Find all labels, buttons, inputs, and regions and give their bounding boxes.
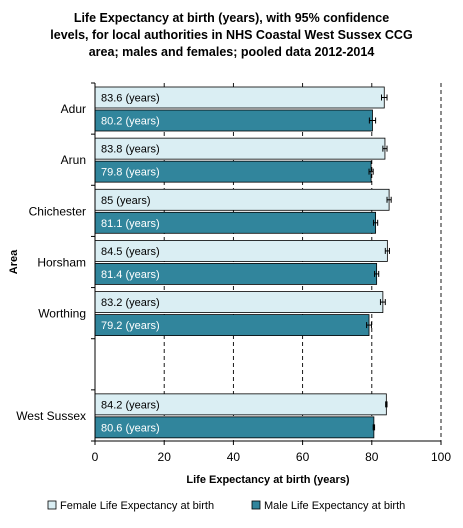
category-label: West Sussex xyxy=(16,409,86,423)
male-legend-label: Male Life Expectancy at birth xyxy=(264,500,405,512)
x-axis-label: Life Expectancy at birth (years) xyxy=(186,474,350,486)
female-data-label: 83.8 (years) xyxy=(101,144,160,156)
female-data-label: 83.6 (years) xyxy=(101,93,160,105)
male-legend-swatch xyxy=(251,500,261,510)
x-tick-label: 40 xyxy=(227,450,241,464)
female-legend-label: Female Life Expectancy at birth xyxy=(60,500,214,512)
category-label: Worthing xyxy=(38,307,86,321)
y-axis-label: Area xyxy=(8,249,20,274)
male-data-label: 79.8 (years) xyxy=(101,167,160,179)
chart-title: Life Expectancy at birth (years), with 9… xyxy=(50,11,413,59)
male-data-label: 81.1 (years) xyxy=(101,218,160,230)
category-label: Horsham xyxy=(37,255,86,269)
male-data-label: 81.4 (years) xyxy=(101,269,160,281)
x-tick-label: 60 xyxy=(296,450,310,464)
female-data-label: 85 (years) xyxy=(101,195,151,207)
female-data-label: 83.2 (years) xyxy=(101,297,160,309)
x-tick-label: 80 xyxy=(365,450,379,464)
category-label: Adur xyxy=(61,102,86,116)
category-label: Arun xyxy=(61,153,86,167)
female-data-label: 84.2 (years) xyxy=(101,399,160,411)
category-label: Chichester xyxy=(29,204,86,218)
male-data-label: 80.6 (years) xyxy=(101,422,160,434)
x-tick-label: 100 xyxy=(431,450,451,464)
x-tick-label: 20 xyxy=(158,450,172,464)
x-tick-label: 0 xyxy=(92,450,99,464)
female-legend-swatch xyxy=(47,500,57,510)
male-data-label: 79.2 (years) xyxy=(101,320,160,332)
female-data-label: 84.5 (years) xyxy=(101,246,160,258)
male-data-label: 80.2 (years) xyxy=(101,116,160,128)
